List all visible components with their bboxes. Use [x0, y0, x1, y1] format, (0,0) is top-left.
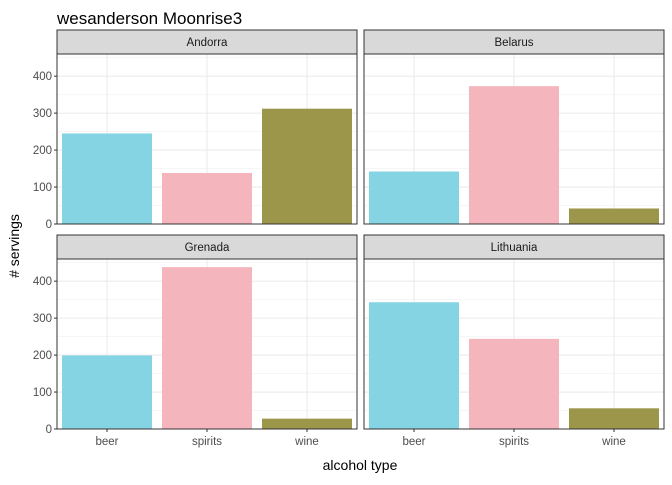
x-tick-label: spirits — [192, 436, 222, 448]
y-tick-label: 200 — [33, 145, 52, 157]
x-tick-label: spirits — [499, 436, 529, 448]
panel-border — [363, 53, 665, 225]
bar-grenada-spirits — [162, 267, 252, 429]
bar-andorra-wine — [262, 108, 352, 224]
chart-title: wesanderson Moonrise3 — [56, 9, 242, 28]
facet-strip-label: Lithuania — [491, 242, 538, 254]
facet-strip — [56, 234, 358, 260]
facet-panels: Andorra Belarus Grenada Lithuania — [56, 29, 665, 430]
x-tick-label: wine — [601, 436, 626, 448]
facet-panel-belarus: Belarus — [363, 29, 665, 225]
bar-belarus-beer — [369, 171, 459, 224]
y-tick-label: 100 — [33, 387, 52, 399]
x-tick-label: wine — [294, 436, 319, 448]
facet-strip — [56, 29, 358, 55]
y-tick-label: 400 — [33, 276, 52, 288]
facet-strip — [363, 234, 665, 260]
bar-belarus-wine — [569, 208, 659, 224]
y-tick-label: 100 — [33, 182, 52, 194]
y-tick-label: 300 — [33, 108, 52, 120]
facet-strip — [363, 29, 665, 55]
y-axes: 0 100 200 300 400 0 100 200 300 400 — [33, 71, 57, 436]
bar-andorra-spirits — [162, 173, 252, 224]
facet-strip-label: Belarus — [495, 37, 534, 49]
y-tick-label: 0 — [46, 219, 52, 231]
x-axes: beer spirits wine beer spirits wine — [95, 429, 626, 448]
x-tick-label: beer — [95, 436, 118, 448]
y-tick-label: 0 — [46, 424, 52, 436]
bar-grenada-wine — [262, 418, 352, 429]
facet-strip-label: Andorra — [187, 37, 229, 49]
x-tick-label: beer — [402, 436, 425, 448]
facet-panel-andorra: Andorra — [56, 29, 358, 225]
bar-grenada-beer — [62, 355, 152, 429]
bar-lithuania-spirits — [469, 338, 559, 429]
bar-andorra-beer — [62, 133, 152, 224]
panel-border — [56, 53, 358, 225]
facet-strip-label: Grenada — [185, 242, 230, 254]
y-tick-label: 300 — [33, 313, 52, 325]
x-axis-title: alcohol type — [323, 457, 398, 473]
bar-lithuania-wine — [569, 408, 659, 429]
y-tick-label: 200 — [33, 350, 52, 362]
facet-panel-lithuania: Lithuania — [363, 234, 665, 430]
y-tick-label: 400 — [33, 71, 52, 83]
y-axis-title: # servings — [6, 214, 22, 278]
bar-lithuania-beer — [369, 302, 459, 429]
facet-panel-grenada: Grenada — [56, 234, 358, 430]
bar-belarus-spirits — [469, 86, 559, 224]
